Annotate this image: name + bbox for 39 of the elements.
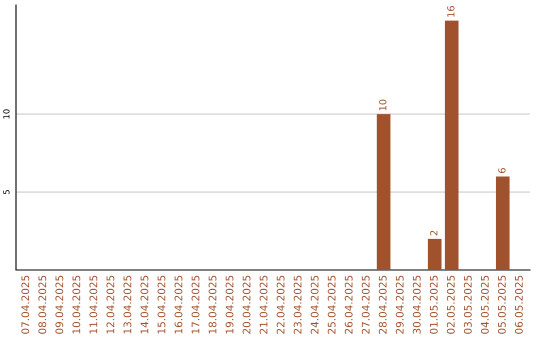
x-tick-label: 19.04.2025 [226, 276, 234, 334]
x-tick-label: 20.04.2025 [242, 276, 250, 334]
bar [496, 176, 510, 270]
x-tick-label: 14.04.2025 [140, 276, 148, 334]
x-tick-label: 27.04.2025 [362, 276, 370, 334]
x-tick-label: 04.05.2025 [480, 276, 489, 334]
x-tick-label: 23.04.2025 [294, 276, 302, 334]
x-tick-label: 21.04.2025 [260, 276, 268, 334]
bar [428, 238, 442, 270]
x-tick-label: 17.04.2025 [192, 276, 200, 334]
x-tick-label: 18.04.2025 [208, 276, 216, 334]
x-tick-label: 01.05.2025 [430, 276, 438, 334]
data-label: 16 [447, 6, 455, 17]
data-label: 10 [379, 100, 386, 110]
bar [376, 114, 390, 270]
x-tick-label: 07.04.2025 [21, 276, 30, 334]
x-tick-label: 11.04.2025 [89, 276, 98, 334]
x-tick-label: 30.04.2025 [412, 276, 421, 334]
x-tick-label: 12.04.2025 [106, 276, 114, 334]
x-tick-label: 29.04.2025 [396, 276, 404, 334]
x-tick-label: 25.04.2025 [328, 276, 336, 334]
x-tick-label: 22.04.2025 [276, 276, 285, 334]
x-tick-label: 28.04.2025 [378, 276, 387, 334]
x-tick-label: 16.04.2025 [174, 276, 182, 334]
data-label: 6 [498, 168, 506, 174]
x-tick-label: 06.05.2025 [514, 276, 523, 334]
bar [444, 20, 459, 270]
x-tick-label: 03.05.2025 [464, 276, 472, 334]
x-tick-label: 10.04.2025 [72, 276, 80, 334]
y-tick-label: 5 [3, 190, 10, 194]
data-label: 2 [430, 230, 438, 236]
x-tick-label: 13.04.2025 [123, 276, 132, 334]
x-tick-label: 26.04.2025 [344, 276, 353, 334]
x-tick-label: 05.05.2025 [498, 276, 506, 334]
x-tick-label: 08.04.2025 [38, 276, 46, 334]
x-tick-label: 24.04.2025 [310, 276, 319, 334]
x-tick-label: 02.05.2025 [446, 276, 455, 334]
x-tick-label: 15.04.2025 [158, 276, 166, 334]
x-tick-label: 09.04.2025 [55, 276, 64, 334]
